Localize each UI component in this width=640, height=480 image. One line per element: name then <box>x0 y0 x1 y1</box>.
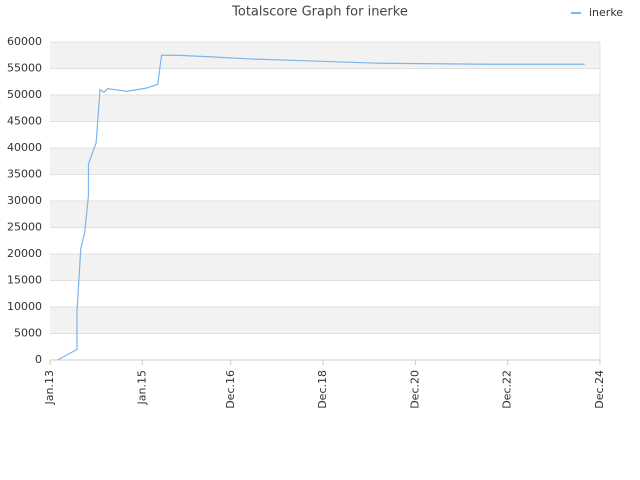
grid-band <box>50 95 600 122</box>
y-tick-label: 15000 <box>7 274 42 287</box>
legend-label: inerke <box>589 6 623 19</box>
y-tick-label: 30000 <box>7 194 42 207</box>
chart-title: Totalscore Graph for inerke <box>231 5 408 20</box>
y-tick-label: 5000 <box>14 327 42 340</box>
grid-band <box>50 148 600 175</box>
y-tick-label: 25000 <box>7 221 42 234</box>
x-tick-label: Dec.20 <box>408 370 421 409</box>
y-tick-label: 0 <box>35 353 42 366</box>
y-tick-label: 60000 <box>7 35 42 48</box>
x-tick-label: Dec.18 <box>316 370 329 409</box>
x-tick-label: Jan.15 <box>135 370 148 405</box>
y-tick-label: 55000 <box>7 62 42 75</box>
y-tick-label: 45000 <box>7 115 42 128</box>
x-tick-label: Dec.16 <box>224 370 237 409</box>
y-tick-label: 35000 <box>7 168 42 181</box>
x-tick-label: Dec.22 <box>501 370 514 409</box>
data-line <box>57 54 585 361</box>
grid-band <box>50 201 600 228</box>
grid-band <box>50 254 600 281</box>
x-tick-label: Dec.24 <box>593 370 606 409</box>
y-tick-label: 10000 <box>7 300 42 313</box>
y-tick-label: 20000 <box>7 247 42 260</box>
y-tick-label: 50000 <box>7 88 42 101</box>
grid-band <box>50 307 600 334</box>
y-tick-label: 40000 <box>7 141 42 154</box>
x-tick-label: Jan.13 <box>43 370 56 405</box>
